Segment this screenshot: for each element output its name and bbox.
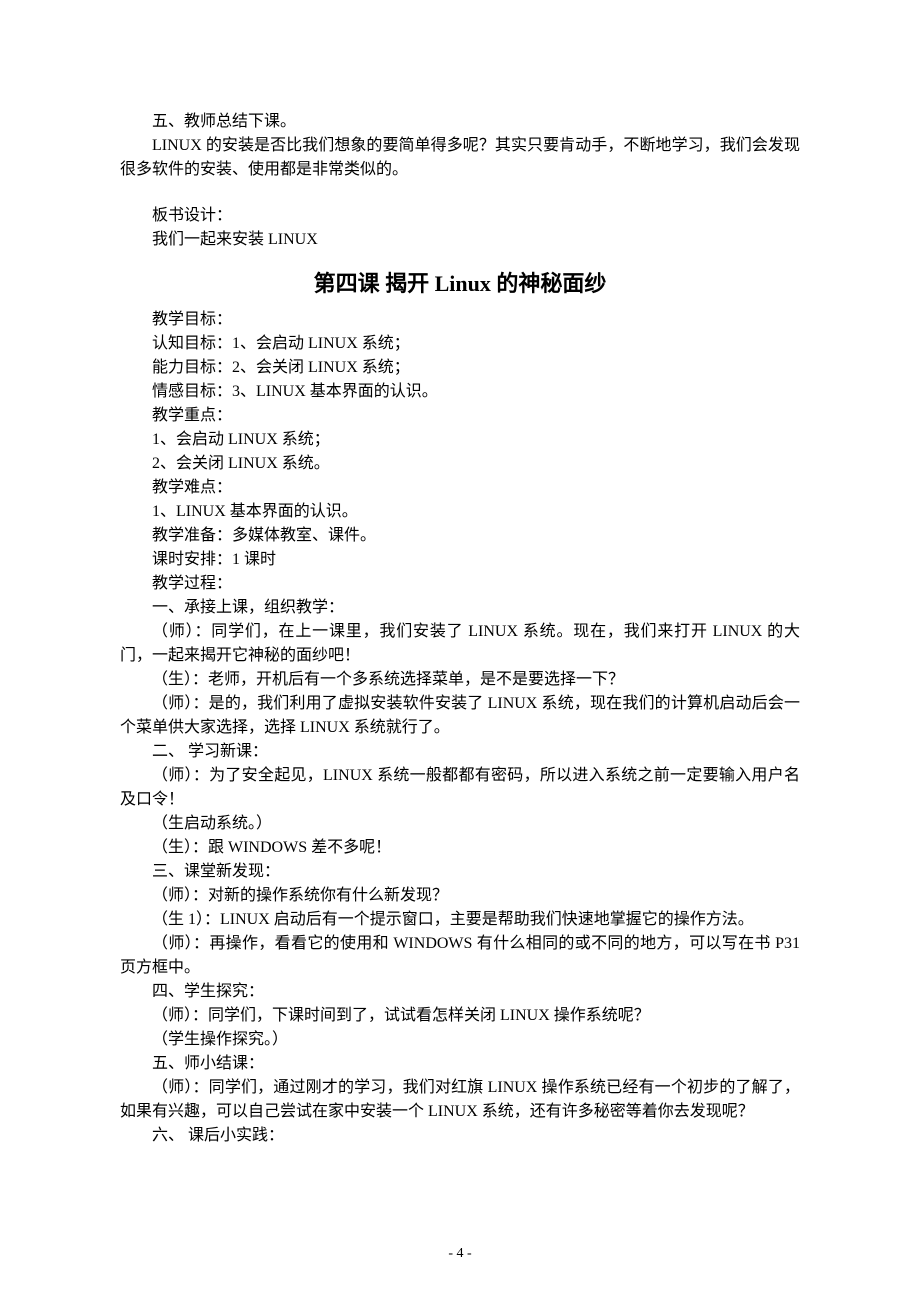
body-line: 教学过程：	[120, 572, 800, 596]
title-suffix: 的神秘面纱	[491, 271, 607, 296]
body-line: （生）：跟 WINDOWS 差不多呢！	[120, 836, 800, 860]
body-line: 认知目标：1、会启动 LINUX 系统；	[120, 332, 800, 356]
body-line: （师）：同学们，在上一课里，我们安装了 LINUX 系统。现在，我们来打开 LI…	[120, 620, 800, 668]
body-line: 能力目标：2、会关闭 LINUX 系统；	[120, 356, 800, 380]
body-line: （生启动系统。）	[120, 812, 800, 836]
pre-line-3: 板书设计：	[120, 204, 800, 228]
body-line: 教学准备：多媒体教室、课件。	[120, 524, 800, 548]
body-line: 四、学生探究：	[120, 980, 800, 1004]
body-line: 情感目标：3、LINUX 基本界面的认识。	[120, 380, 800, 404]
body-line: 五、师小结课：	[120, 1052, 800, 1076]
document-page: 五、教师总结下课。 LINUX 的安装是否比我们想象的要简单得多呢？其实只要肯动…	[0, 0, 920, 1302]
body-line: （师）：再操作，看看它的使用和 WINDOWS 有什么相同的或不同的地方，可以写…	[120, 932, 800, 980]
body-line: （学生操作探究。）	[120, 1028, 800, 1052]
title-prefix: 第四课 揭开	[314, 271, 435, 296]
body-line: （师）：同学们，通过刚才的学习，我们对红旗 LINUX 操作系统已经有一个初步的…	[120, 1076, 800, 1124]
body-line: 一、承接上课，组织教学：	[120, 596, 800, 620]
pre-line-4: 我们一起来安装 LINUX	[120, 228, 800, 252]
pre-line-1: 五、教师总结下课。	[120, 110, 800, 134]
body-line: 教学难点：	[120, 476, 800, 500]
body-line: （生 1）：LINUX 启动后有一个提示窗口，主要是帮助我们快速地掌握它的操作方…	[120, 908, 800, 932]
body-line: 1、LINUX 基本界面的认识。	[120, 500, 800, 524]
body-line: （师）：对新的操作系统你有什么新发现？	[120, 884, 800, 908]
body-line: 课时安排：1 课时	[120, 548, 800, 572]
body-line: （师）：同学们，下课时间到了，试试看怎样关闭 LINUX 操作系统呢？	[120, 1004, 800, 1028]
body-line: 1、会启动 LINUX 系统；	[120, 428, 800, 452]
body-line: （生）：老师，开机后有一个多系统选择菜单，是不是要选择一下？	[120, 668, 800, 692]
body-line: 二、 学习新课：	[120, 740, 800, 764]
page-number: - 4 -	[0, 1246, 920, 1262]
pre-line-2: LINUX 的安装是否比我们想象的要简单得多呢？其实只要肯动手，不断地学习，我们…	[120, 134, 800, 182]
body-line: 教学重点：	[120, 404, 800, 428]
body-line: 三、课堂新发现：	[120, 860, 800, 884]
blank-gap	[120, 182, 800, 204]
body-line: 教学目标：	[120, 308, 800, 332]
body-line: （师）：是的，我们利用了虚拟安装软件安装了 LINUX 系统，现在我们的计算机启…	[120, 692, 800, 740]
body-line: 2、会关闭 LINUX 系统。	[120, 452, 800, 476]
title-latin: Linux	[435, 271, 491, 296]
body-line: （师）：为了安全起见，LINUX 系统一般都都有密码，所以进入系统之前一定要输入…	[120, 764, 800, 812]
body-line: 六、 课后小实践：	[120, 1124, 800, 1148]
lesson-title: 第四课 揭开 Linux 的神秘面纱	[120, 266, 800, 298]
